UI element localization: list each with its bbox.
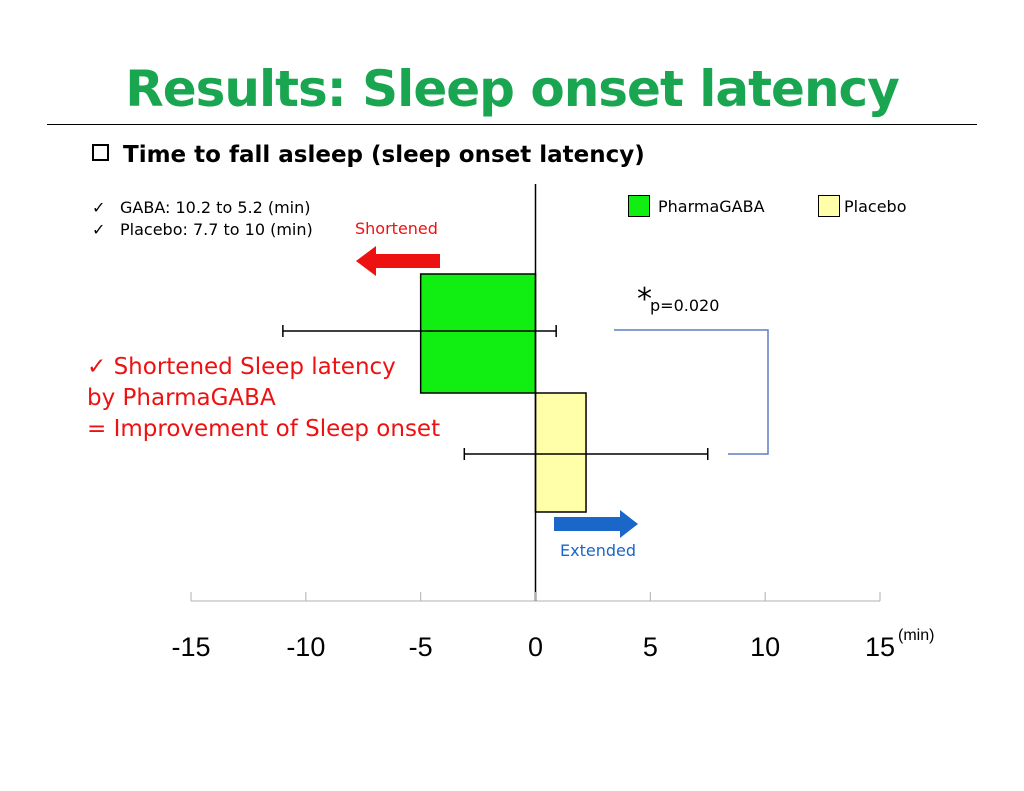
legend-label-pharmagaba: PharmaGABA — [658, 197, 765, 216]
section-heading-text: Time to fall asleep (sleep onset latency… — [123, 142, 645, 168]
significance-bracket — [614, 329, 769, 455]
x-axis-unit: (min) — [898, 627, 935, 644]
slide-title: Results: Sleep onset latency — [125, 60, 900, 118]
conclusion-line-1: ✓ Shortened Sleep latency — [87, 354, 396, 380]
conclusion-text: ✓ Shortened Sleep latency by PharmaGABA … — [87, 352, 440, 445]
legend-item-pharmagaba: PharmaGABA — [628, 195, 765, 219]
extended-label: Extended — [560, 541, 636, 560]
legend-swatch-placebo — [818, 195, 840, 217]
extended-arrow-icon — [554, 510, 638, 538]
p-value: p=0.020 — [650, 296, 720, 315]
x-tick-label: -15 — [171, 632, 210, 662]
result-notes: ✓ GABA: 10.2 to 5.2 (min) ✓ Placebo: 7.7 t… — [92, 197, 313, 241]
x-tick-label: -5 — [409, 632, 433, 662]
note-placebo: ✓ Placebo: 7.7 to 10 (min) — [92, 220, 313, 239]
x-tick-label: 0 — [528, 632, 543, 662]
check-icon: ✓ — [92, 198, 106, 217]
check-icon: ✓ — [92, 220, 106, 239]
section-heading: Time to fall asleep (sleep onset latency… — [92, 140, 645, 170]
legend-label-placebo: Placebo — [844, 197, 907, 216]
legend-swatch-pharmagaba — [628, 195, 650, 217]
conclusion-line-3: = Improvement of Sleep onset — [87, 416, 441, 442]
bar-pharmagaba — [419, 273, 537, 394]
bar-placebo — [534, 392, 587, 513]
significance-label: *p=0.020 — [637, 282, 721, 317]
x-tick-label: -10 — [286, 632, 325, 662]
significance-star: * — [637, 282, 652, 317]
legend-item-placebo: Placebo — [818, 195, 906, 219]
square-bullet-icon — [92, 144, 109, 161]
shortened-label: Shortened — [355, 219, 438, 238]
note-gaba: ✓ GABA: 10.2 to 5.2 (min) — [92, 198, 311, 217]
x-tick-label: 10 — [750, 632, 780, 662]
conclusion-line-2: by PharmaGABA — [87, 385, 276, 411]
shortened-arrow-icon — [356, 246, 440, 276]
x-tick-label: 5 — [643, 632, 658, 662]
x-tick-label: 15 — [865, 632, 895, 662]
title-divider — [47, 124, 977, 125]
